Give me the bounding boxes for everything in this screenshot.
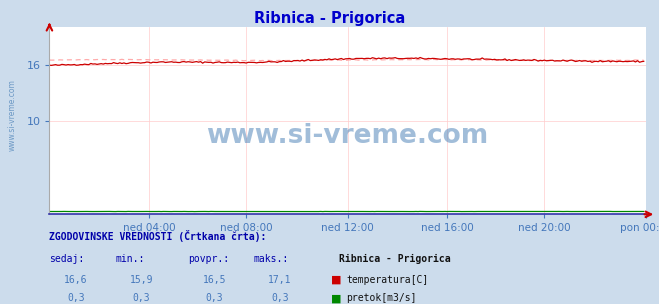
Text: ■: ■ — [331, 275, 341, 285]
Text: www.si-vreme.com: www.si-vreme.com — [206, 123, 489, 149]
Text: 0,3: 0,3 — [206, 293, 223, 303]
Text: pretok[m3/s]: pretok[m3/s] — [346, 293, 416, 303]
Text: 16,5: 16,5 — [202, 275, 226, 285]
Text: 0,3: 0,3 — [67, 293, 84, 303]
Text: www.si-vreme.com: www.si-vreme.com — [8, 80, 17, 151]
Text: 0,3: 0,3 — [272, 293, 289, 303]
Text: Ribnica - Prigorica: Ribnica - Prigorica — [339, 254, 451, 264]
Text: sedaj:: sedaj: — [49, 254, 84, 264]
Text: 0,3: 0,3 — [133, 293, 150, 303]
Text: min.:: min.: — [115, 254, 145, 264]
Text: 17,1: 17,1 — [268, 275, 292, 285]
Text: ZGODOVINSKE VREDNOSTI (Črtkana črta):: ZGODOVINSKE VREDNOSTI (Črtkana črta): — [49, 230, 267, 241]
Text: ■: ■ — [331, 293, 341, 303]
Text: Ribnica - Prigorica: Ribnica - Prigorica — [254, 11, 405, 26]
Text: 16,6: 16,6 — [64, 275, 88, 285]
Text: povpr.:: povpr.: — [188, 254, 229, 264]
Text: 15,9: 15,9 — [130, 275, 154, 285]
Text: temperatura[C]: temperatura[C] — [346, 275, 428, 285]
Text: maks.:: maks.: — [254, 254, 289, 264]
